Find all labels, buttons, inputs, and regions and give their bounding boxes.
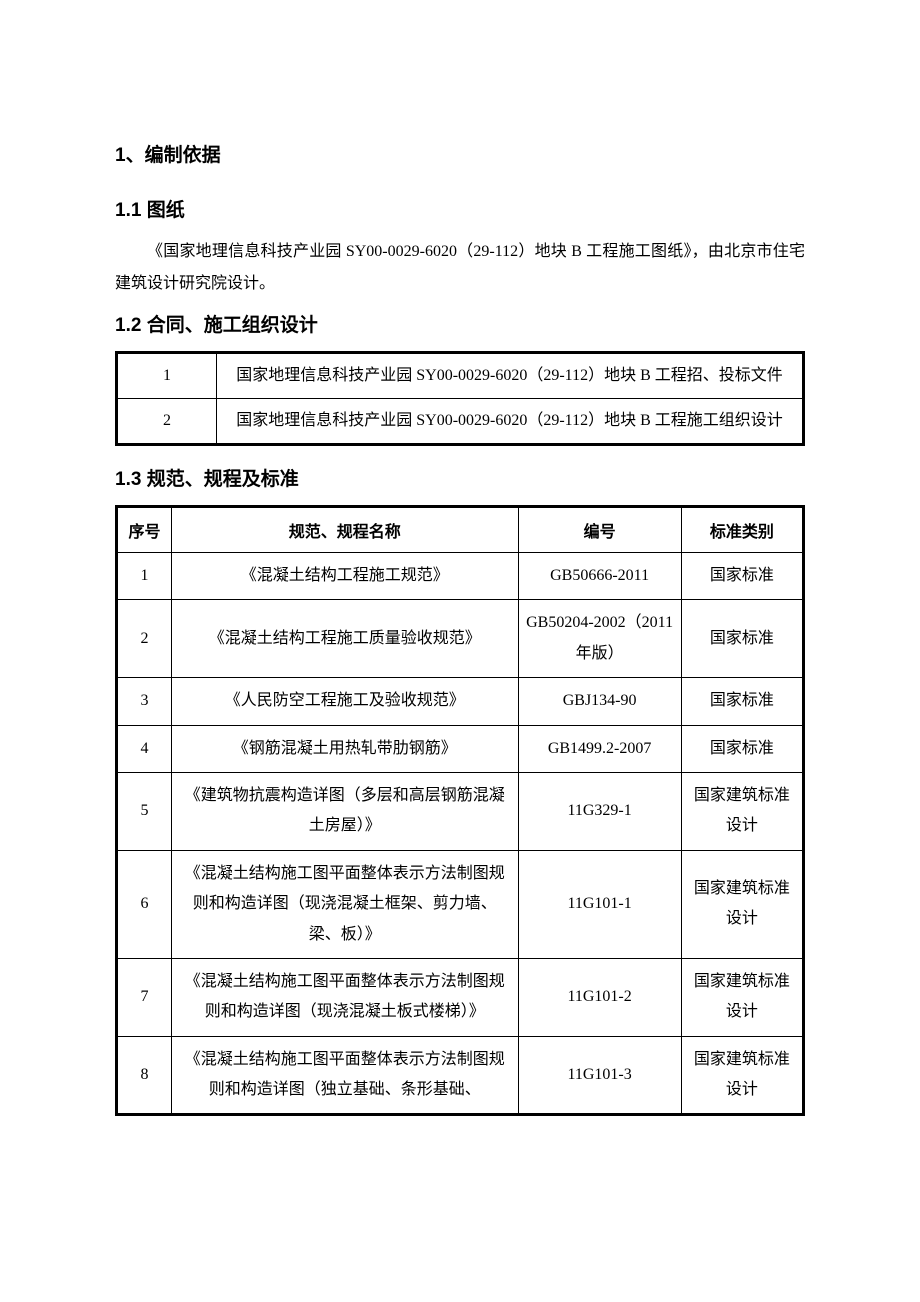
cell-code: GB50204-2002（2011 年版） [518,600,681,678]
cell-name: 《混凝土结构施工图平面整体表示方法制图规则和构造详图（现浇混凝土板式楼梯）》 [172,958,519,1036]
table-row: 1 国家地理信息科技产业园 SY00-0029-6020（29-112）地块 B… [117,353,804,399]
paragraph-drawings: 《国家地理信息科技产业园 SY00-0029-6020（29-112）地块 B … [115,236,805,300]
table-row: 1 《混凝土结构工程施工规范》 GB50666-2011 国家标准 [117,553,804,600]
document-page: 1、编制依据 1.1 图纸 《国家地理信息科技产业园 SY00-0029-602… [0,0,920,1196]
cell-code: 11G101-1 [518,850,681,958]
cell-seq: 6 [117,850,172,958]
contract-table: 1 国家地理信息科技产业园 SY00-0029-6020（29-112）地块 B… [115,351,805,446]
heading-1-1: 1.1 图纸 [115,195,805,222]
contract-row-text: 国家地理信息科技产业园 SY00-0029-6020（29-112）地块 B 工… [217,353,804,399]
cell-name: 《建筑物抗震构造详图（多层和高层钢筋混凝土房屋）》 [172,772,519,850]
cell-name: 《钢筋混凝土用热轧带肋钢筋》 [172,725,519,772]
heading-1: 1、编制依据 [115,140,805,167]
cell-code: 11G101-2 [518,958,681,1036]
col-header-code: 编号 [518,507,681,553]
cell-cat: 国家标准 [681,553,803,600]
cell-seq: 1 [117,553,172,600]
cell-cat: 国家标准 [681,600,803,678]
table-header-row: 序号 规范、规程名称 编号 标准类别 [117,507,804,553]
col-header-name: 规范、规程名称 [172,507,519,553]
cell-code: GBJ134-90 [518,678,681,725]
cell-seq: 4 [117,725,172,772]
cell-seq: 3 [117,678,172,725]
table-row: 3 《人民防空工程施工及验收规范》 GBJ134-90 国家标准 [117,678,804,725]
col-header-seq: 序号 [117,507,172,553]
cell-name: 《混凝土结构施工图平面整体表示方法制图规则和构造详图（现浇混凝土框架、剪力墙、梁… [172,850,519,958]
cell-seq: 8 [117,1036,172,1115]
cell-seq: 2 [117,600,172,678]
cell-code: GB50666-2011 [518,553,681,600]
cell-cat: 国家建筑标准设计 [681,850,803,958]
cell-name: 《混凝土结构施工图平面整体表示方法制图规则和构造详图（独立基础、条形基础、 [172,1036,519,1115]
standards-table: 序号 规范、规程名称 编号 标准类别 1 《混凝土结构工程施工规范》 GB506… [115,505,805,1116]
table-row: 2 《混凝土结构工程施工质量验收规范》 GB50204-2002（2011 年版… [117,600,804,678]
table-row: 8 《混凝土结构施工图平面整体表示方法制图规则和构造详图（独立基础、条形基础、 … [117,1036,804,1115]
table-row: 6 《混凝土结构施工图平面整体表示方法制图规则和构造详图（现浇混凝土框架、剪力墙… [117,850,804,958]
cell-name: 《混凝土结构工程施工规范》 [172,553,519,600]
table-row: 5 《建筑物抗震构造详图（多层和高层钢筋混凝土房屋）》 11G329-1 国家建… [117,772,804,850]
table-row: 2 国家地理信息科技产业园 SY00-0029-6020（29-112）地块 B… [117,399,804,445]
cell-cat: 国家建筑标准设计 [681,958,803,1036]
cell-cat: 国家建筑标准设计 [681,1036,803,1115]
col-header-cat: 标准类别 [681,507,803,553]
cell-cat: 国家标准 [681,725,803,772]
table-row: 4 《钢筋混凝土用热轧带肋钢筋》 GB1499.2-2007 国家标准 [117,725,804,772]
cell-cat: 国家标准 [681,678,803,725]
cell-code: 11G101-3 [518,1036,681,1115]
cell-code: GB1499.2-2007 [518,725,681,772]
cell-cat: 国家建筑标准设计 [681,772,803,850]
cell-seq: 5 [117,772,172,850]
contract-row-text: 国家地理信息科技产业园 SY00-0029-6020（29-112）地块 B 工… [217,399,804,445]
cell-seq: 7 [117,958,172,1036]
table-row: 7 《混凝土结构施工图平面整体表示方法制图规则和构造详图（现浇混凝土板式楼梯）》… [117,958,804,1036]
contract-row-index: 1 [117,353,217,399]
cell-code: 11G329-1 [518,772,681,850]
heading-1-2: 1.2 合同、施工组织设计 [115,310,805,337]
cell-name: 《混凝土结构工程施工质量验收规范》 [172,600,519,678]
cell-name: 《人民防空工程施工及验收规范》 [172,678,519,725]
heading-1-3: 1.3 规范、规程及标准 [115,464,805,491]
contract-row-index: 2 [117,399,217,445]
